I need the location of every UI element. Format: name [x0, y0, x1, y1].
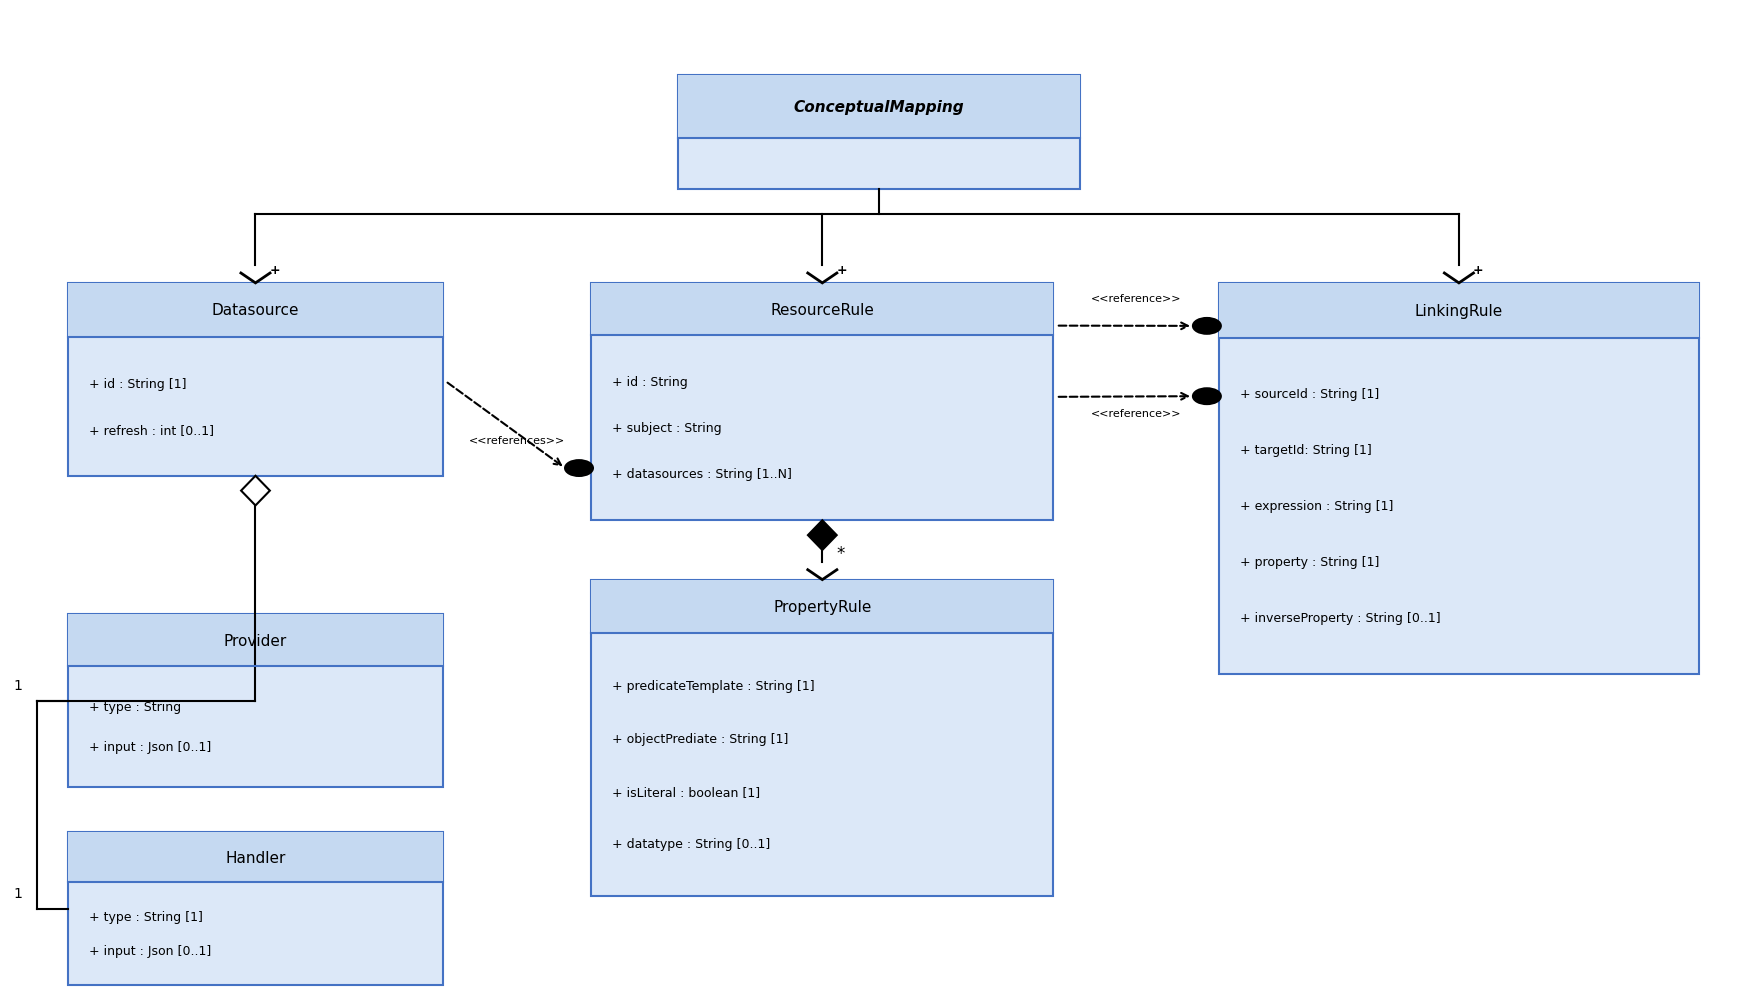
Text: LinkingRule: LinkingRule — [1414, 304, 1502, 319]
Text: +: + — [836, 264, 847, 277]
Text: ConceptualMapping: ConceptualMapping — [792, 100, 965, 115]
Text: <<reference>>: <<reference>> — [1091, 294, 1181, 304]
Text: + input : Json [0..1]: + input : Json [0..1] — [90, 740, 211, 754]
Text: PropertyRule: PropertyRule — [773, 599, 871, 614]
Bar — [69, 832, 443, 985]
Bar — [678, 76, 1079, 189]
Text: + id : String: + id : String — [611, 376, 687, 389]
Text: *: * — [836, 544, 843, 562]
Bar — [69, 284, 443, 338]
Bar — [590, 284, 1052, 336]
Bar — [590, 284, 1052, 521]
Bar — [69, 614, 443, 788]
Text: +: + — [1472, 264, 1483, 277]
Text: + input : Json [0..1]: + input : Json [0..1] — [90, 945, 211, 958]
Text: + refresh : int [0..1]: + refresh : int [0..1] — [90, 424, 214, 437]
Text: <<references>>: <<references>> — [469, 436, 566, 446]
Text: + id : String [1]: + id : String [1] — [90, 378, 186, 391]
Text: + objectPrediate : String [1]: + objectPrediate : String [1] — [611, 732, 789, 745]
Text: + sourceId : String [1]: + sourceId : String [1] — [1239, 388, 1379, 401]
Bar — [678, 76, 1079, 138]
Bar — [69, 284, 443, 476]
Text: + targetId: String [1]: + targetId: String [1] — [1239, 444, 1370, 457]
Text: + datatype : String [0..1]: + datatype : String [0..1] — [611, 838, 770, 851]
Circle shape — [1193, 319, 1219, 335]
Text: + subject : String: + subject : String — [611, 422, 722, 435]
Text: Provider: Provider — [223, 633, 286, 648]
Text: + inverseProperty : String [0..1]: + inverseProperty : String [0..1] — [1239, 611, 1439, 624]
Text: + datasources : String [1..N]: + datasources : String [1..N] — [611, 468, 792, 481]
Bar — [1218, 284, 1697, 339]
Text: + isLiteral : boolean [1]: + isLiteral : boolean [1] — [611, 785, 759, 798]
Text: Datasource: Datasource — [211, 303, 299, 318]
Text: 1: 1 — [14, 678, 23, 692]
Bar — [590, 580, 1052, 634]
Text: 1: 1 — [14, 886, 23, 900]
Text: + predicateTemplate : String [1]: + predicateTemplate : String [1] — [611, 679, 813, 692]
Bar — [1218, 284, 1697, 674]
Text: + type : String: + type : String — [90, 700, 181, 713]
Text: <<reference>>: <<reference>> — [1091, 409, 1181, 419]
Text: Handler: Handler — [225, 850, 285, 865]
Text: + expression : String [1]: + expression : String [1] — [1239, 500, 1393, 513]
Text: +: + — [269, 264, 279, 277]
Bar — [69, 614, 443, 666]
Text: + property : String [1]: + property : String [1] — [1239, 555, 1379, 568]
Text: + type : String [1]: + type : String [1] — [90, 910, 202, 923]
Polygon shape — [241, 476, 271, 506]
Polygon shape — [808, 521, 836, 550]
Circle shape — [1193, 389, 1219, 405]
Bar — [590, 580, 1052, 896]
Text: ResourceRule: ResourceRule — [770, 303, 873, 318]
Circle shape — [564, 461, 592, 477]
Bar — [69, 832, 443, 883]
